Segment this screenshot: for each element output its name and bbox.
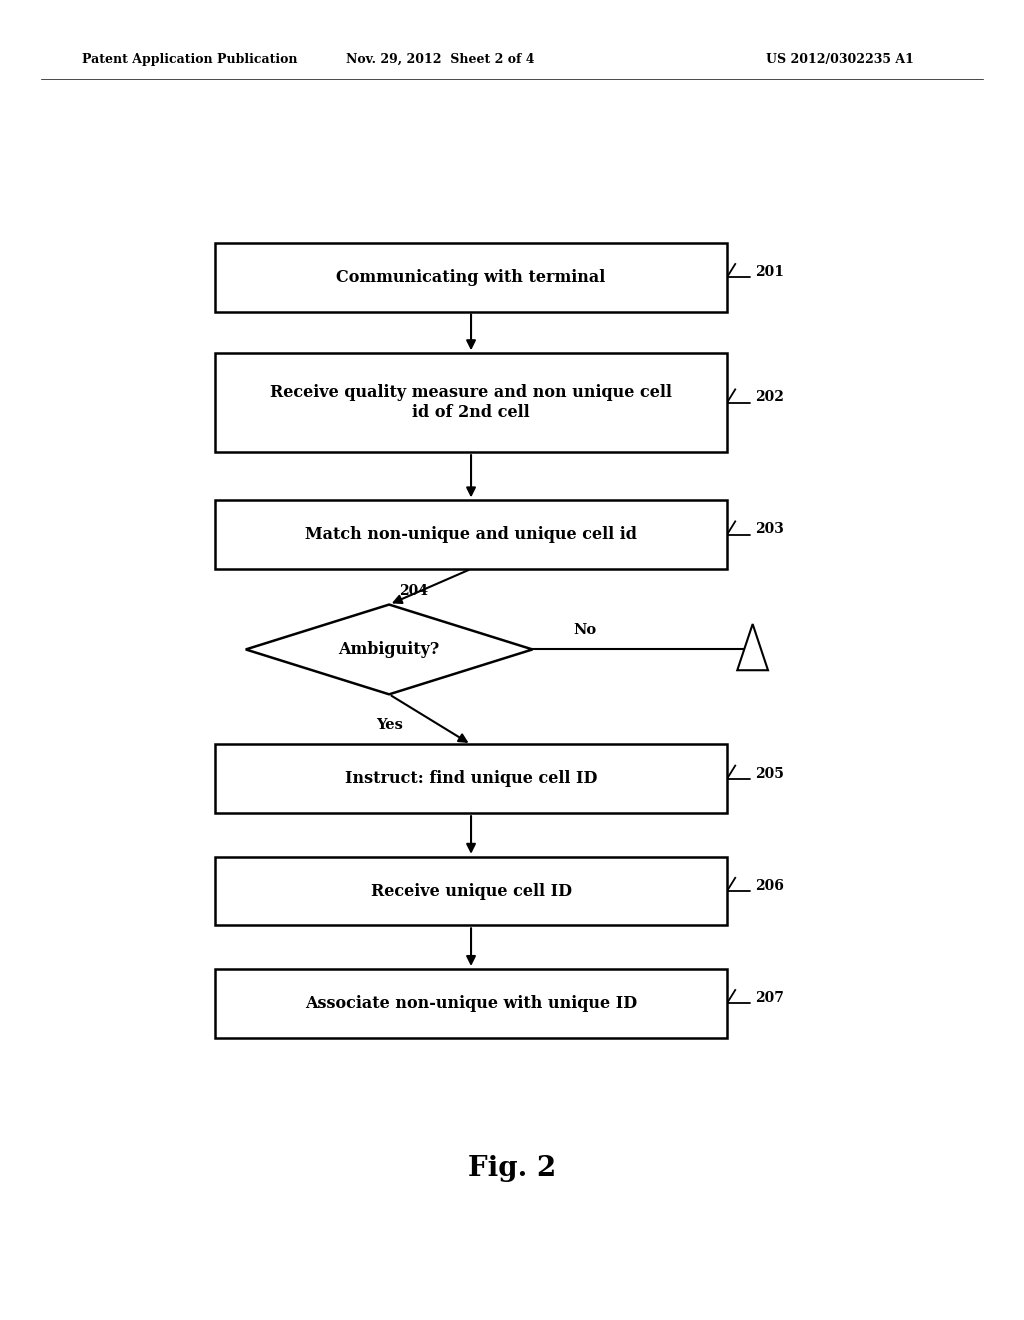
Text: 204: 204 xyxy=(399,583,428,598)
FancyBboxPatch shape xyxy=(215,744,727,813)
Text: 205: 205 xyxy=(755,767,783,780)
Text: No: No xyxy=(573,623,597,636)
Text: 206: 206 xyxy=(755,879,783,892)
Polygon shape xyxy=(737,624,768,671)
Text: Nov. 29, 2012  Sheet 2 of 4: Nov. 29, 2012 Sheet 2 of 4 xyxy=(346,53,535,66)
Text: Patent Application Publication: Patent Application Publication xyxy=(82,53,297,66)
FancyBboxPatch shape xyxy=(215,243,727,312)
FancyBboxPatch shape xyxy=(215,354,727,451)
Text: Receive quality measure and non unique cell
id of 2nd cell: Receive quality measure and non unique c… xyxy=(270,384,672,421)
Text: Associate non-unique with unique ID: Associate non-unique with unique ID xyxy=(305,995,637,1011)
Text: Instruct: find unique cell ID: Instruct: find unique cell ID xyxy=(345,771,597,787)
Text: Communicating with terminal: Communicating with terminal xyxy=(337,269,605,285)
FancyBboxPatch shape xyxy=(215,969,727,1038)
Text: Ambiguity?: Ambiguity? xyxy=(339,642,439,657)
Text: Match non-unique and unique cell id: Match non-unique and unique cell id xyxy=(305,527,637,543)
Text: Fig. 2: Fig. 2 xyxy=(468,1155,556,1181)
Text: Yes: Yes xyxy=(376,718,402,733)
Text: 201: 201 xyxy=(755,265,783,279)
Text: US 2012/0302235 A1: US 2012/0302235 A1 xyxy=(766,53,913,66)
Text: 202: 202 xyxy=(755,391,783,404)
Text: 207: 207 xyxy=(755,991,783,1005)
Text: Receive unique cell ID: Receive unique cell ID xyxy=(371,883,571,899)
Polygon shape xyxy=(246,605,532,694)
Text: 203: 203 xyxy=(755,523,783,536)
FancyBboxPatch shape xyxy=(215,500,727,569)
FancyBboxPatch shape xyxy=(215,857,727,925)
